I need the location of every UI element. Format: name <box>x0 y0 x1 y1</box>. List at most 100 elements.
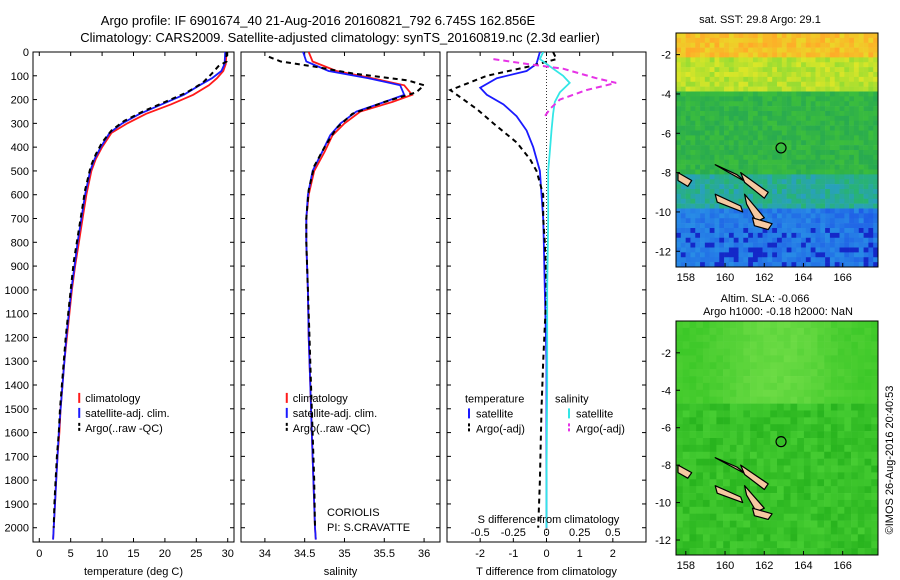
map-cell <box>791 257 797 263</box>
map-cell <box>829 37 836 44</box>
map-cell <box>680 203 686 209</box>
island-shape <box>677 172 693 187</box>
x-tick-label: -2 <box>475 548 485 560</box>
map-cell <box>685 252 691 258</box>
map-cell <box>786 193 792 200</box>
map-cell <box>719 42 725 48</box>
map-cell <box>863 42 869 48</box>
argo-position-marker <box>775 142 787 154</box>
map-cell <box>786 42 792 48</box>
map-cell <box>783 327 791 336</box>
map-cell <box>791 159 797 165</box>
map-cell <box>829 184 836 190</box>
map-cell <box>837 431 845 439</box>
map-cell <box>825 150 831 156</box>
map-cell <box>839 135 845 141</box>
map-cell <box>810 451 818 459</box>
map-cell <box>849 208 855 214</box>
series-group <box>52 52 228 540</box>
map-cell <box>714 91 720 97</box>
map-cell <box>748 242 754 248</box>
map-cell <box>733 111 739 117</box>
map-cell <box>834 150 840 156</box>
map-cell <box>736 348 744 356</box>
map-cell <box>743 527 751 535</box>
map-cell <box>873 218 879 224</box>
map-cell <box>801 145 807 151</box>
map-cell <box>834 47 840 53</box>
map-cell <box>736 327 744 336</box>
map-cell <box>839 86 845 92</box>
map-cell <box>868 130 874 136</box>
map-cell <box>719 237 725 243</box>
map-cell <box>834 257 840 263</box>
legend-header: salinity <box>555 393 589 405</box>
map-cell <box>801 76 807 83</box>
map-cell <box>724 169 730 175</box>
map-cell <box>757 86 763 92</box>
map-cell <box>797 348 805 356</box>
map-cell <box>801 72 807 78</box>
map-cell <box>858 96 864 102</box>
map-cell <box>762 140 768 146</box>
map-cell <box>781 228 787 234</box>
map-cell <box>863 111 869 117</box>
map-cell <box>733 96 739 102</box>
map-cell <box>837 341 845 349</box>
map-cell <box>685 169 691 175</box>
map-cell <box>700 37 706 44</box>
map-cell <box>834 76 840 83</box>
map-cell <box>709 76 715 83</box>
map-cell <box>817 444 825 453</box>
map-cell <box>767 47 773 53</box>
map-cell <box>767 154 773 161</box>
map-cell <box>682 438 690 446</box>
map-cell <box>738 125 744 131</box>
map-cell <box>781 154 787 161</box>
map-cell <box>815 159 821 165</box>
map-cell <box>849 154 855 161</box>
map-cell <box>834 86 840 92</box>
map-cell <box>738 115 744 122</box>
map-x-tick-label: 162 <box>755 272 773 284</box>
map-cell <box>781 150 787 156</box>
map-cell <box>815 62 821 68</box>
map-cell <box>791 62 797 68</box>
map-cell <box>824 465 832 473</box>
map-cell <box>810 327 818 336</box>
map-cell <box>680 125 686 131</box>
map-cell <box>700 193 706 200</box>
map-cell <box>743 125 749 131</box>
map-cell <box>810 396 818 404</box>
map-cell <box>736 499 744 508</box>
map-cell <box>857 513 865 521</box>
map-cell <box>695 228 701 234</box>
map-cell <box>719 203 725 209</box>
map-cell <box>839 184 845 190</box>
map-cell <box>796 81 802 87</box>
map-cell <box>738 33 744 39</box>
map-cell <box>868 111 874 117</box>
map-cell <box>853 154 860 161</box>
map-cell <box>763 403 771 411</box>
map-cell <box>696 513 704 521</box>
map-cell <box>853 237 860 243</box>
map-cell <box>680 101 686 107</box>
map-cell <box>849 159 855 165</box>
map-cell <box>834 169 840 175</box>
map-cell <box>797 486 805 494</box>
map-cell <box>680 247 686 253</box>
map-cell <box>772 218 778 224</box>
map-cell <box>743 334 751 342</box>
map-cell <box>724 62 730 68</box>
map-cell <box>815 37 821 44</box>
map-cell <box>709 81 715 87</box>
map-cell <box>837 534 845 542</box>
map-cell <box>736 513 744 521</box>
map-cell <box>733 42 739 48</box>
map-cell <box>728 106 735 112</box>
map-cell <box>702 541 710 549</box>
map-cell <box>770 513 778 521</box>
map-cell <box>825 252 831 258</box>
map-y-tick-label: -10 <box>655 207 671 219</box>
